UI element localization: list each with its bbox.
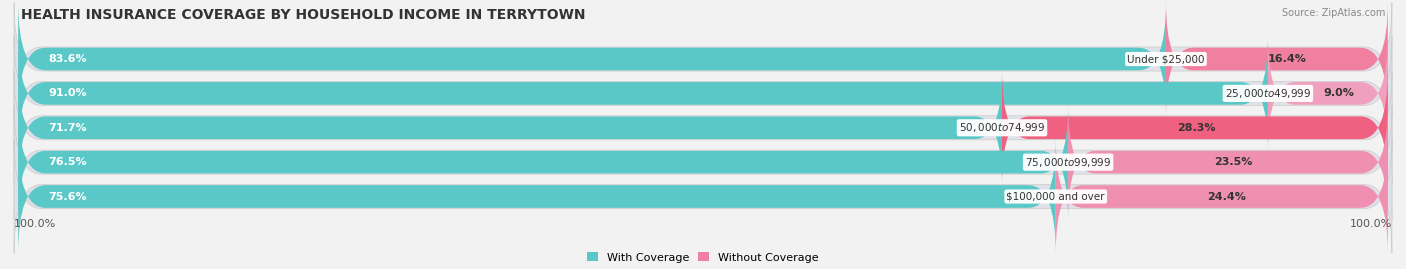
FancyBboxPatch shape <box>18 36 1268 151</box>
FancyBboxPatch shape <box>1002 70 1388 185</box>
FancyBboxPatch shape <box>18 2 1166 116</box>
Text: 71.7%: 71.7% <box>48 123 87 133</box>
Legend: With Coverage, Without Coverage: With Coverage, Without Coverage <box>582 248 824 267</box>
Text: 24.4%: 24.4% <box>1206 192 1246 201</box>
Text: 76.5%: 76.5% <box>48 157 87 167</box>
FancyBboxPatch shape <box>14 2 1392 116</box>
FancyBboxPatch shape <box>18 139 1056 254</box>
Text: $50,000 to $74,999: $50,000 to $74,999 <box>959 121 1045 134</box>
Text: Source: ZipAtlas.com: Source: ZipAtlas.com <box>1281 8 1385 18</box>
Text: 83.6%: 83.6% <box>48 54 87 64</box>
Text: Under $25,000: Under $25,000 <box>1128 54 1205 64</box>
Text: 28.3%: 28.3% <box>1177 123 1216 133</box>
Text: 100.0%: 100.0% <box>14 219 56 229</box>
FancyBboxPatch shape <box>14 71 1392 185</box>
Text: $25,000 to $49,999: $25,000 to $49,999 <box>1225 87 1310 100</box>
FancyBboxPatch shape <box>1056 139 1388 254</box>
FancyBboxPatch shape <box>14 140 1392 253</box>
Text: 75.6%: 75.6% <box>48 192 87 201</box>
Text: HEALTH INSURANCE COVERAGE BY HOUSEHOLD INCOME IN TERRYTOWN: HEALTH INSURANCE COVERAGE BY HOUSEHOLD I… <box>21 8 585 22</box>
Text: 9.0%: 9.0% <box>1323 89 1354 98</box>
FancyBboxPatch shape <box>14 37 1392 150</box>
FancyBboxPatch shape <box>1069 105 1388 220</box>
Text: $100,000 and over: $100,000 and over <box>1007 192 1105 201</box>
Text: 16.4%: 16.4% <box>1268 54 1306 64</box>
Text: 23.5%: 23.5% <box>1213 157 1253 167</box>
FancyBboxPatch shape <box>14 105 1392 219</box>
FancyBboxPatch shape <box>18 105 1069 220</box>
Text: 91.0%: 91.0% <box>48 89 87 98</box>
FancyBboxPatch shape <box>1268 36 1388 151</box>
FancyBboxPatch shape <box>1166 2 1388 116</box>
Text: $75,000 to $99,999: $75,000 to $99,999 <box>1025 156 1111 169</box>
Text: 100.0%: 100.0% <box>1350 219 1392 229</box>
FancyBboxPatch shape <box>18 70 1002 185</box>
